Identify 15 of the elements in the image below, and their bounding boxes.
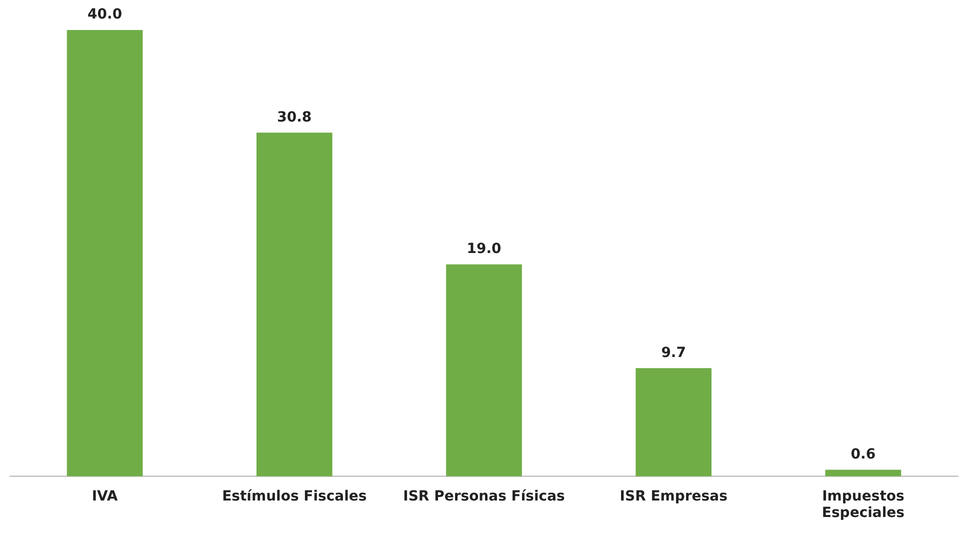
x-tick-label: Impuestos Especiales: [822, 488, 904, 522]
bar: [256, 132, 332, 476]
bar: [636, 368, 712, 476]
x-tick-label: ISR Personas Físicas: [403, 488, 565, 504]
data-label: 40.0: [88, 6, 122, 23]
data-label: 0.6: [850, 446, 876, 462]
data-label: 9.7: [661, 344, 686, 361]
bar: [446, 264, 522, 476]
data-label: 19.0: [466, 241, 502, 257]
bar: [66, 30, 143, 476]
x-tick-label: Estímulos Fiscales: [222, 488, 367, 504]
x-tick-label: IVA: [92, 488, 118, 504]
data-label: 30.8: [277, 109, 312, 126]
bar: [825, 470, 902, 476]
x-tick-label: ISR Empresas: [620, 488, 728, 504]
